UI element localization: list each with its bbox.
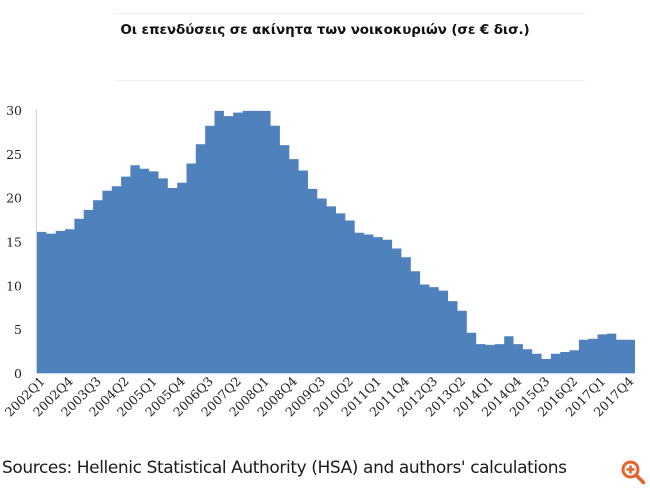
y-tick-label: 0 <box>14 366 22 381</box>
y-tick-label: 25 <box>6 147 22 162</box>
y-tick-label: 10 <box>6 278 22 293</box>
y-tick-label: 30 <box>6 103 22 118</box>
top-divider <box>115 13 585 14</box>
zoom-in-icon[interactable] <box>620 459 646 485</box>
y-tick-label: 20 <box>6 191 22 206</box>
bottom-divider <box>115 80 585 81</box>
area-series <box>37 110 635 374</box>
chart-title: Οι επενδύσεις σε ακίνητα των νοικοκυριών… <box>120 22 530 38</box>
area-chart: 0510152025302002Q12002Q42003Q32004Q22005… <box>2 103 637 419</box>
y-tick-label: 5 <box>14 322 22 337</box>
y-tick-label: 15 <box>6 235 22 250</box>
source-note: Sources: Hellenic Statistical Authority … <box>2 458 567 478</box>
